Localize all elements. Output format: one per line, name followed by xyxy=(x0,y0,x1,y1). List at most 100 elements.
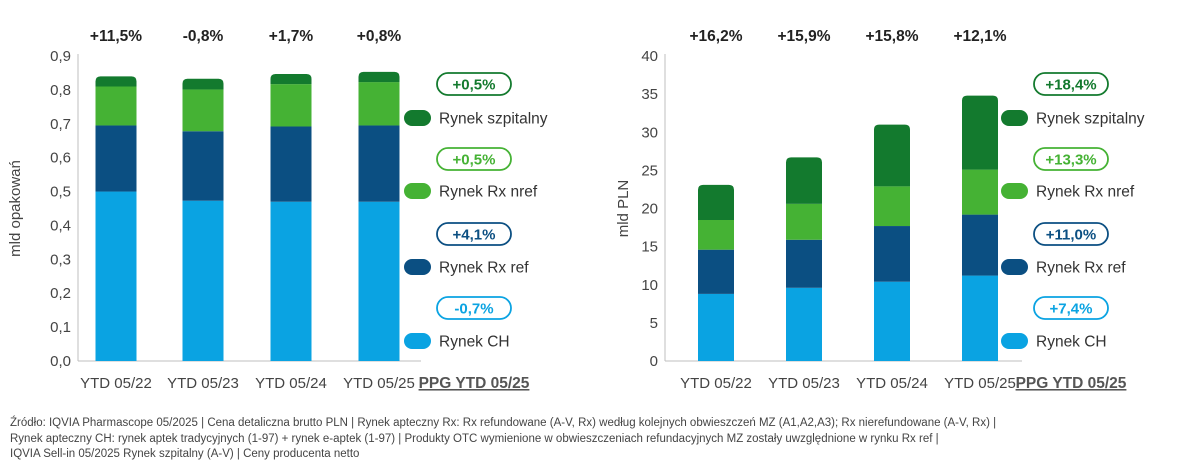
y-axis-title: mld PLN xyxy=(615,180,632,238)
ppg-value: +0,5% xyxy=(453,77,496,94)
ppg-value: -0,7% xyxy=(454,301,493,318)
legend-swatch xyxy=(404,333,431,349)
y-tick-label: 0,5 xyxy=(50,184,71,201)
legend-label: Rynek Rx ref xyxy=(1036,260,1126,277)
legend-swatch xyxy=(404,259,431,275)
legend-swatch xyxy=(404,110,431,126)
legend-swatch xyxy=(1001,333,1028,349)
y-tick-label: 0,2 xyxy=(50,285,71,302)
legend-label: Rynek Rx ref xyxy=(439,260,529,277)
x-tick-label: YTD 05/25 xyxy=(343,375,415,392)
x-tick-label: YTD 05/23 xyxy=(768,375,840,392)
y-tick-label: 20 xyxy=(641,201,658,218)
y-tick-label: 0,8 xyxy=(50,82,71,99)
bar-segment-rx-nref xyxy=(95,86,137,126)
growth-label: -0,8% xyxy=(183,28,224,45)
bar-segment-rx-nref xyxy=(962,169,998,215)
footnote-line: Źródło: IQVIA Pharmascope 05/2025 | Cena… xyxy=(10,417,997,429)
y-tick-label: 0,0 xyxy=(50,353,71,370)
bar-segment-ch xyxy=(95,191,137,361)
bar-segment-szpitalny xyxy=(698,184,734,220)
bar-segment-rx-ref xyxy=(270,126,312,202)
y-tick-label: 0,7 xyxy=(50,116,71,133)
source-footnote: Źródło: IQVIA Pharmascope 05/2025 | Cena… xyxy=(10,416,1190,463)
bar-segment-rx-nref xyxy=(358,82,400,126)
bar-segment-rx-nref xyxy=(786,203,822,240)
y-tick-label: 30 xyxy=(641,124,658,141)
x-tick-label: YTD 05/22 xyxy=(680,375,752,392)
bar-segment-szpitalny xyxy=(182,78,224,90)
ppg-badge xyxy=(1033,147,1109,171)
ppg-value: +18,4% xyxy=(1045,77,1096,94)
bar-segment-ch xyxy=(786,287,822,361)
y-tick-label: 0,4 xyxy=(50,217,71,234)
growth-label: +16,2% xyxy=(689,28,742,45)
bar-segment-ch xyxy=(358,201,400,361)
bar-segment-rx-nref xyxy=(874,186,910,227)
bar-segment-szpitalny xyxy=(358,71,400,83)
y-tick-label: 40 xyxy=(641,48,658,65)
y-tick-label: 0,9 xyxy=(50,48,71,65)
y-tick-label: 0,1 xyxy=(50,319,71,336)
footnote-line: Rynek apteczny CH: rynek aptek tradycyjn… xyxy=(10,432,939,445)
ppg-value: +7,4% xyxy=(1050,301,1093,318)
legend-label: Rynek CH xyxy=(1036,334,1107,351)
legend-label: Rynek szpitalny xyxy=(1036,111,1145,128)
x-tick-label: YTD 05/23 xyxy=(167,375,239,392)
growth-label: +0,8% xyxy=(357,28,402,45)
chart-1: 0,0 0,1 0,2 0,3 0,4 0,5 0,6 0,7 0,8 0,9 mld opakow… xyxy=(7,28,548,392)
bar-segment-rx-ref xyxy=(698,249,734,294)
legend-swatch xyxy=(1001,110,1028,126)
y-tick-label: 5 xyxy=(650,315,658,332)
bar-segment-ch xyxy=(182,200,224,361)
y-tick-label: 15 xyxy=(641,239,658,256)
ppg-badge xyxy=(436,147,512,171)
y-tick-label: 35 xyxy=(641,86,658,103)
legend-title: PPG YTD 05/25 xyxy=(1016,375,1127,392)
bar-segment-rx-ref xyxy=(182,131,224,201)
ppg-value: +11,0% xyxy=(1046,227,1096,244)
legend-swatch xyxy=(1001,259,1028,275)
bar-segment-rx-nref xyxy=(182,89,224,132)
bar-segment-szpitalny xyxy=(95,76,137,87)
ppg-badge xyxy=(1033,296,1109,320)
bar-segment-rx-ref xyxy=(95,125,137,192)
bar-segment-rx-ref xyxy=(962,214,998,276)
legend-swatch xyxy=(1001,183,1028,199)
ppg-value: +13,3% xyxy=(1045,152,1096,169)
bar-segment-ch xyxy=(962,275,998,361)
bar-segment-rx-nref xyxy=(698,219,734,250)
legend-label: Rynek szpitalny xyxy=(439,111,548,128)
legend-label: Rynek Rx nref xyxy=(1036,184,1135,201)
ppg-value: +4,1% xyxy=(453,227,496,244)
bar-segment-szpitalny xyxy=(270,73,312,85)
growth-label: +1,7% xyxy=(269,28,314,45)
growth-label: +15,9% xyxy=(777,28,830,45)
ppg-badge xyxy=(436,222,512,246)
bar-segment-szpitalny xyxy=(874,124,910,187)
y-tick-label: 0,6 xyxy=(50,150,71,167)
x-tick-label: YTD 05/22 xyxy=(80,375,152,392)
y-tick-label: 25 xyxy=(641,162,658,179)
x-tick-label: YTD 05/24 xyxy=(255,375,327,392)
bar-segment-rx-ref xyxy=(358,125,400,202)
x-tick-label: YTD 05/25 xyxy=(944,375,1016,392)
bar-segment-rx-nref xyxy=(270,84,312,127)
bar-segment-rx-ref xyxy=(786,239,822,288)
bar-segment-ch xyxy=(698,293,734,361)
y-tick-label: 0 xyxy=(650,353,658,370)
bar-segment-rx-ref xyxy=(874,226,910,282)
legend-title: PPG YTD 05/25 xyxy=(419,375,530,392)
x-tick-label: YTD 05/24 xyxy=(856,375,928,392)
ppg-value: +0,5% xyxy=(453,152,496,169)
legend-swatch xyxy=(404,183,431,199)
ppg-badge xyxy=(436,296,512,320)
legend-label: Rynek Rx nref xyxy=(439,184,538,201)
bar-segment-szpitalny xyxy=(962,95,998,170)
bar-segment-ch xyxy=(874,281,910,361)
bar-segment-szpitalny xyxy=(786,157,822,204)
y-axis-title: mld opakowań xyxy=(7,160,24,257)
legend-label: Rynek CH xyxy=(439,334,510,351)
ppg-badge xyxy=(1033,222,1109,246)
